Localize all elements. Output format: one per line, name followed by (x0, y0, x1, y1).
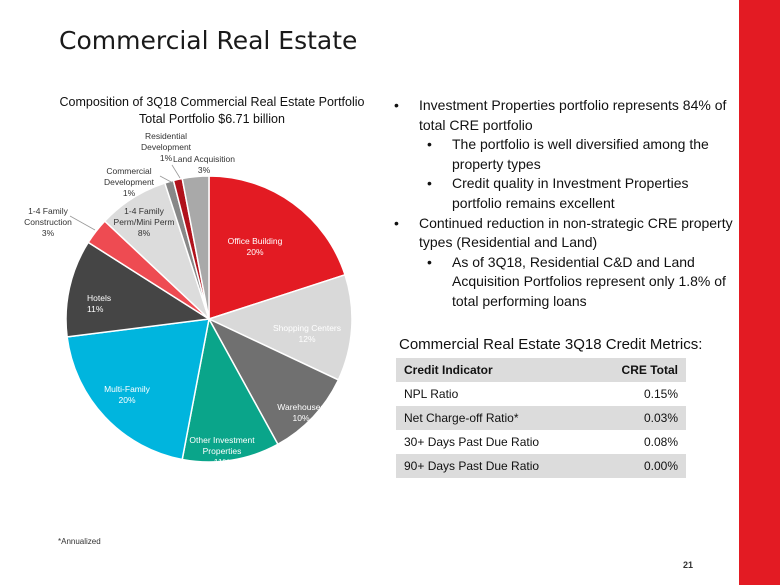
table-row: 90+ Days Past Due Ratio 0.00% (396, 454, 686, 478)
pie-label: Office Building 20% (228, 236, 283, 257)
row-value: 0.15% (643, 387, 678, 401)
bullet-text: As of 3Q18, Residential C&D and Land Acq… (452, 253, 726, 309)
metrics-title: Commercial Real Estate 3Q18 Credit Metri… (399, 336, 703, 353)
bullet-text: Investment Properties portfolio represen… (419, 97, 727, 133)
chart-subtitle: Total Portfolio $6.71 billion (139, 112, 285, 126)
bullet-glyph: • (427, 253, 432, 270)
bullet-text: The portfolio is well diversified among … (452, 136, 709, 172)
pie-label: Multi-Family 20% (104, 384, 151, 405)
row-label: 30+ Days Past Due Ratio (404, 435, 540, 449)
row-label: 90+ Days Past Due Ratio (404, 459, 540, 473)
chart-title: Composition of 3Q18 Commercial Real Esta… (59, 95, 365, 109)
table-header-row: Credit Indicator CRE Total (396, 358, 686, 382)
pie-chart: Office Building 20% Shopping Centers 12% War… (24, 131, 353, 467)
row-value: 0.08% (643, 435, 678, 449)
bullet-text: Continued reduction in non-strategic CRE… (419, 214, 733, 251)
row-value: 0.03% (643, 411, 678, 425)
pie-slice-warehouses (207, 317, 340, 446)
leader-line (159, 175, 174, 184)
pie-slice-land-acquisition (181, 175, 210, 320)
bullet-text: Credit quality in Investment Properties … (452, 175, 689, 211)
pie-label: Warehouses 10% (277, 402, 324, 423)
pie-label: 1-4 Family Construction 3% (24, 206, 72, 238)
accent-side-bar (739, 0, 780, 585)
bullet-glyph: • (427, 175, 432, 192)
bullet-item: • Continued reduction in non-strategic CR… (394, 214, 734, 253)
pie-label: 1-4 Family Perm/Mini Perm 8% (114, 206, 175, 238)
bullet-item: • As of 3Q18, Residential C&D and Land Ac… (427, 253, 734, 312)
bullet-item: • The portfolio is well diversified among… (427, 135, 734, 174)
pie-slice-multi-family (66, 318, 210, 461)
chart-title-block: Composition of 3Q18 Commercial Real Esta… (52, 94, 372, 128)
page-number: 21 (683, 560, 694, 570)
leader-line (171, 164, 181, 179)
pie-label: Land Acquisition 3% (173, 154, 235, 175)
pie-slice-hotels (65, 241, 212, 338)
pie-label: Other Investment Properties 11% (189, 435, 255, 467)
leader-line (69, 215, 96, 231)
bullet-glyph: • (394, 214, 399, 231)
row-label: NPL Ratio (404, 387, 459, 401)
pie-slice-other-investment-properties (181, 316, 279, 463)
pie-label: Residential Development 1% (141, 131, 192, 163)
page-title: Commercial Real Estate (59, 26, 358, 55)
header-cre-total: CRE Total (621, 363, 678, 377)
bullet-glyph: • (427, 136, 432, 153)
bullet-glyph: • (394, 97, 399, 113)
bullet-item: • Credit quality in Investment Properties… (427, 174, 734, 213)
footnote: *Annualized (58, 537, 101, 546)
credit-metrics-table: Credit Indicator CRE Total NPL Ratio 0.1… (396, 358, 686, 478)
header-credit-indicator: Credit Indicator (404, 363, 493, 377)
bullet-item: • Investment Properties portfolio represe… (394, 96, 734, 135)
row-value: 0.00% (643, 459, 678, 473)
pie-label: Hotels 11% (87, 293, 111, 314)
table-row: Net Charge-off Ratio* 0.03% (396, 406, 686, 430)
pie-slice-shopping-centers (206, 273, 353, 381)
pie-label: Commercial Development 1% (104, 166, 155, 198)
table-row: NPL Ratio 0.15% (396, 382, 686, 406)
table-row: 30+ Days Past Due Ratio 0.08% (396, 430, 686, 454)
pie-slice-office-building (208, 175, 346, 321)
pie-label: Shopping Centers 12% (273, 323, 341, 344)
bullet-list: • Investment Properties portfolio represe… (394, 96, 734, 312)
row-label: Net Charge-off Ratio* (404, 411, 519, 425)
